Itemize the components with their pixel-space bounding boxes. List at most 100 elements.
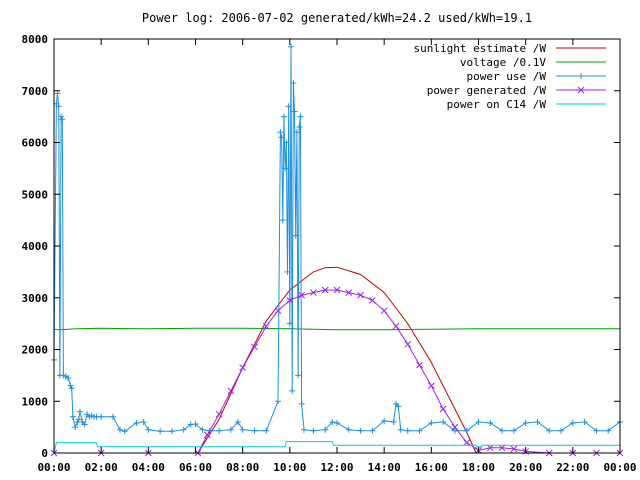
- chart-title: Power log: 2006-07-02 generated/kWh=24.2…: [142, 11, 532, 25]
- data-point: [293, 129, 300, 136]
- data-point: [75, 416, 82, 423]
- data-point: [569, 419, 576, 426]
- x-tick-label: 00:00: [37, 461, 70, 474]
- legend-marker: [577, 86, 585, 94]
- data-point: [216, 427, 223, 434]
- data-point: [59, 116, 66, 123]
- data-point: [297, 113, 304, 120]
- x-tick-label: 10:00: [273, 461, 306, 474]
- data-point: [310, 289, 317, 296]
- data-point: [510, 445, 518, 453]
- x-tick-label: 22:00: [556, 461, 589, 474]
- data-point: [67, 382, 74, 389]
- data-point: [72, 424, 79, 431]
- data-point: [199, 426, 206, 433]
- data-point: [284, 268, 291, 275]
- data-point: [451, 423, 459, 431]
- data-point: [345, 289, 353, 296]
- data-point: [239, 426, 246, 433]
- series-1: [53, 327, 620, 331]
- data-point: [98, 413, 105, 420]
- data-point: [428, 419, 435, 426]
- data-point: [58, 113, 65, 120]
- data-point: [275, 398, 282, 405]
- data-point: [227, 387, 235, 395]
- legend-label: power on C14 /W: [447, 98, 547, 111]
- data-point: [239, 364, 247, 371]
- data-point: [300, 426, 307, 433]
- legend-label: voltage /0.1V: [460, 56, 546, 69]
- data-point: [329, 418, 336, 425]
- x-tick-label: 06:00: [179, 461, 212, 474]
- data-point: [439, 405, 447, 413]
- data-point: [416, 427, 423, 434]
- data-point: [278, 134, 285, 141]
- data-point: [522, 419, 529, 426]
- data-point: [277, 129, 284, 136]
- data-point: [76, 408, 83, 415]
- data-point: [581, 418, 588, 425]
- data-point: [286, 320, 293, 327]
- data-point: [296, 123, 303, 130]
- series-line: [53, 327, 620, 331]
- y-tick-label: 4000: [22, 240, 49, 253]
- data-point: [510, 427, 517, 434]
- data-point: [227, 426, 234, 433]
- data-point: [322, 426, 329, 433]
- y-tick-label: 0: [41, 447, 48, 460]
- data-point: [486, 444, 494, 452]
- data-point: [451, 427, 458, 434]
- data-point: [289, 387, 296, 394]
- data-point: [280, 113, 287, 120]
- x-tick-label: 08:00: [226, 461, 259, 474]
- data-point: [605, 427, 612, 434]
- data-point: [463, 427, 470, 434]
- data-point: [282, 165, 289, 172]
- data-point: [475, 418, 482, 425]
- data-point: [168, 428, 175, 435]
- series-line: [53, 441, 620, 454]
- legend-label: power use /W: [467, 70, 547, 83]
- data-point: [121, 428, 128, 435]
- x-tick-label: 02:00: [85, 461, 118, 474]
- data-point: [390, 418, 397, 425]
- data-point: [81, 421, 88, 428]
- series-line: [197, 266, 477, 454]
- data-point: [288, 43, 295, 50]
- data-point: [55, 103, 62, 110]
- data-point: [499, 427, 506, 434]
- data-point: [203, 431, 211, 439]
- axes: 0 1000 2000 3000 4000 5000 6000 7000 8000 00:00 02…: [22, 33, 637, 474]
- data-point: [357, 291, 364, 299]
- data-point: [498, 444, 506, 452]
- data-point: [145, 426, 152, 433]
- data-point: [295, 372, 302, 379]
- data-point: [234, 418, 241, 425]
- data-point: [334, 419, 340, 426]
- data-point: [263, 427, 270, 434]
- data-point: [215, 410, 223, 418]
- data-point: [192, 421, 199, 428]
- data-point: [54, 90, 61, 97]
- data-point: [345, 426, 352, 433]
- x-tick-label: 14:00: [368, 461, 401, 474]
- series-line: [54, 289, 620, 454]
- y-tick-label: 1000: [22, 395, 49, 408]
- legend-label: power generated /W: [427, 84, 547, 97]
- y-tick-label: 8000: [22, 33, 49, 46]
- data-point: [487, 419, 494, 426]
- data-point: [381, 417, 388, 424]
- data-point: [298, 400, 305, 407]
- series-0: [197, 266, 477, 454]
- data-point: [187, 421, 194, 428]
- data-point: [333, 286, 341, 294]
- data-point: [109, 413, 116, 420]
- data-point: [283, 139, 290, 146]
- data-point: [395, 403, 402, 410]
- data-point: [251, 343, 258, 351]
- data-point: [290, 79, 297, 86]
- data-point: [180, 426, 187, 433]
- data-point: [140, 418, 147, 425]
- y-tick-label: 2000: [22, 344, 49, 357]
